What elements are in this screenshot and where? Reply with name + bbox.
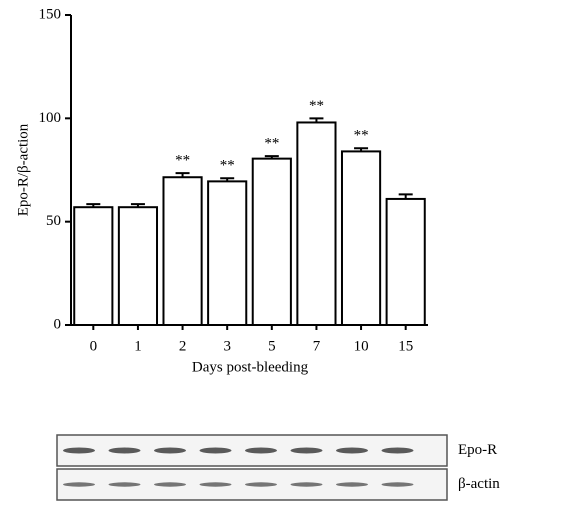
x-tick-label: 1 — [134, 338, 142, 354]
x-tick-label: 2 — [179, 338, 187, 354]
x-axis-label: Days post-bleeding — [192, 359, 309, 375]
y-tick-label: 0 — [54, 316, 62, 332]
significance-label: ** — [220, 158, 235, 174]
blot-band — [109, 448, 141, 454]
x-tick-label: 7 — [313, 338, 321, 354]
x-tick-label: 0 — [90, 338, 98, 354]
bar — [253, 159, 291, 325]
blot-band — [200, 482, 232, 486]
x-tick-label: 15 — [398, 338, 413, 354]
bar — [297, 122, 335, 325]
blot-band — [382, 482, 414, 486]
x-tick-label: 5 — [268, 338, 276, 354]
blot-band — [63, 482, 95, 486]
x-tick-label: 10 — [354, 338, 369, 354]
bar — [387, 199, 425, 325]
significance-label: ** — [309, 98, 324, 114]
blot-band — [154, 482, 186, 486]
blot-label: β-actin — [458, 476, 500, 492]
blot-band — [63, 448, 95, 454]
blot-band — [336, 448, 368, 454]
blot-band — [382, 448, 414, 454]
y-tick-label: 150 — [39, 6, 62, 22]
x-tick-label: 3 — [223, 338, 231, 354]
significance-label: ** — [354, 128, 369, 144]
y-axis-label: Epo-R/β-action — [15, 123, 31, 216]
blot-label: Epo-R — [458, 442, 497, 458]
blot-band — [200, 448, 232, 454]
blot-band — [154, 448, 186, 454]
figure: Epo-R/β-action Days post-bleeding 050100… — [0, 0, 563, 511]
bar — [208, 181, 246, 325]
significance-label: ** — [175, 153, 190, 169]
blot-band — [336, 482, 368, 486]
significance-label: ** — [264, 136, 279, 152]
bar — [163, 177, 201, 325]
bar — [342, 151, 380, 325]
y-tick-label: 100 — [39, 110, 62, 126]
blot-band — [245, 482, 277, 486]
blot-band — [291, 448, 323, 454]
page: {"chart_data": {"type": "bar", "categori… — [0, 0, 563, 516]
blot-band — [245, 448, 277, 454]
bar — [119, 207, 157, 325]
blot-band — [109, 482, 141, 486]
blot-band — [291, 482, 323, 486]
bar — [74, 207, 112, 325]
y-tick-label: 50 — [46, 213, 61, 229]
